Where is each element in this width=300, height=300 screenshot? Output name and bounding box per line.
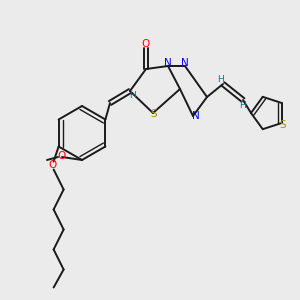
Text: S: S — [151, 109, 157, 119]
Text: H: H — [129, 92, 135, 100]
Text: N: N — [192, 111, 200, 121]
Text: H: H — [217, 74, 224, 83]
Text: H: H — [238, 100, 245, 109]
Text: S: S — [279, 120, 286, 130]
Text: N: N — [164, 58, 172, 68]
Text: O: O — [142, 39, 150, 49]
Text: N: N — [181, 58, 189, 68]
Text: O: O — [57, 151, 65, 161]
Text: O: O — [49, 160, 57, 170]
